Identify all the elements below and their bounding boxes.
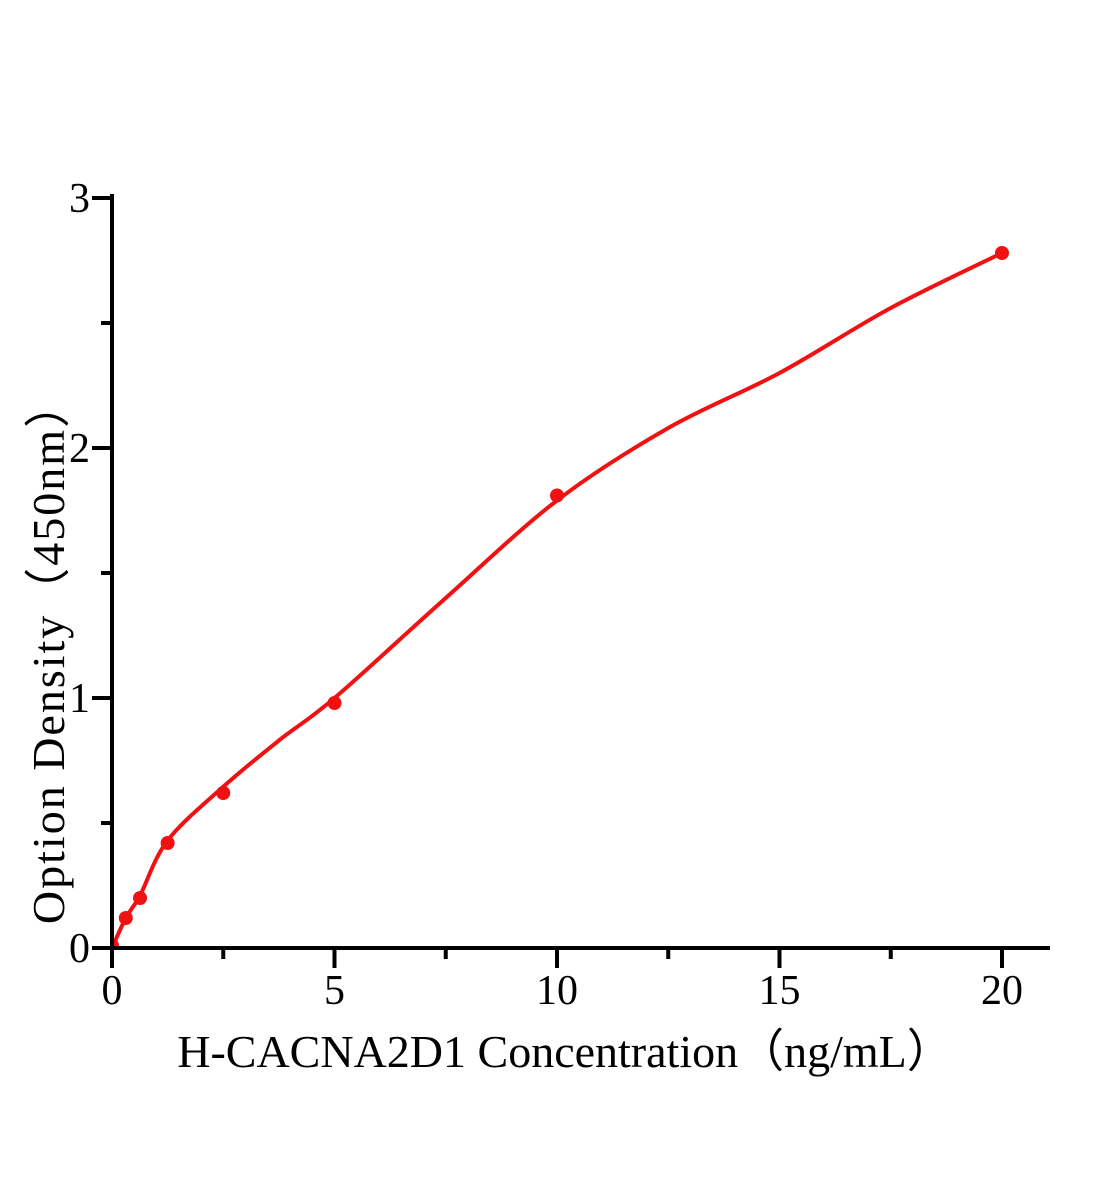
x-tick-label: 20 <box>981 968 1023 1014</box>
data-point-marker <box>160 836 175 850</box>
y-tick-label: 1 <box>69 676 90 722</box>
data-point-marker <box>327 696 342 710</box>
x-tick-label: 15 <box>759 968 801 1014</box>
y-axis-title: Option Density（450nm） <box>23 380 74 924</box>
y-tick-label: 2 <box>69 426 90 472</box>
x-tick-label: 0 <box>102 968 123 1014</box>
x-tick-label: 10 <box>536 968 578 1014</box>
data-point-marker <box>133 891 148 905</box>
data-point-marker <box>216 786 231 800</box>
y-tick-label: 3 <box>69 176 90 222</box>
x-axis-title: H-CACNA2D1 Concentration（ng/mL） <box>177 1026 953 1077</box>
data-point-marker <box>995 246 1009 260</box>
y-tick-label: 0 <box>69 926 90 972</box>
data-point-marker <box>118 911 133 925</box>
x-tick-label: 5 <box>324 968 345 1014</box>
fit-curve-line <box>112 251 1004 948</box>
axes-layer: 0 5 10 15 20 0 1 2 3 <box>69 176 1050 1014</box>
data-point-marker <box>550 488 564 503</box>
series-layer <box>112 246 1009 948</box>
